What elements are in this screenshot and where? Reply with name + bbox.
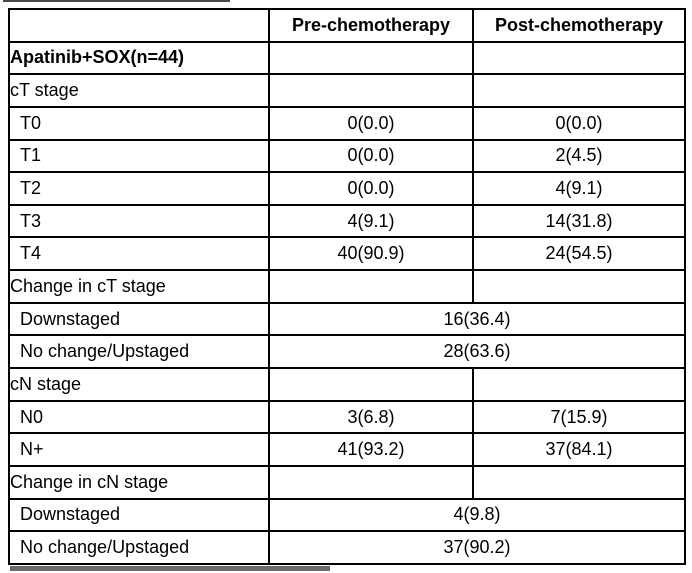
merged-value-cell: 4(9.8)	[268, 497, 686, 533]
table-row: N+ 41(93.2) 37(84.1)	[8, 432, 686, 467]
post-value-cell	[472, 40, 686, 76]
table-row: T3 4(9.1) 14(31.8)	[8, 203, 686, 239]
post-value-cell	[472, 367, 686, 402]
table-row: cN stage	[8, 367, 686, 402]
table-row: Downstaged 16(36.4)	[8, 301, 686, 337]
corner-cell	[8, 8, 270, 43]
row-label-cell: cN stage	[8, 367, 270, 402]
pre-value-cell	[268, 367, 474, 402]
pre-value-cell: 0(0.0)	[268, 138, 474, 174]
table-row: T2 0(0.0) 4(9.1)	[8, 171, 686, 206]
row-label-cell: cT stage	[8, 73, 270, 108]
table-row: Apatinib+SOX(n=44)	[8, 40, 686, 76]
pre-value-cell	[268, 73, 474, 108]
table-row: Downstaged 4(9.8)	[8, 497, 686, 533]
post-value-cell	[472, 73, 686, 108]
pre-value-cell: 41(93.2)	[268, 432, 474, 467]
row-label-cell: N0	[8, 399, 270, 435]
post-value-cell	[472, 464, 686, 500]
pre-value-cell: 40(90.9)	[268, 236, 474, 272]
row-label-cell: Change in cN stage	[8, 464, 270, 500]
pre-value-cell: 4(9.1)	[268, 203, 474, 239]
table-row: T4 40(90.9) 24(54.5)	[8, 236, 686, 272]
row-label-cell: T3	[8, 203, 270, 239]
post-value-cell: 0(0.0)	[472, 105, 686, 141]
post-value-cell: 2(4.5)	[472, 138, 686, 174]
merged-value-cell: 37(90.2)	[268, 530, 686, 565]
staging-results-table: Pre-chemotherapy Post-chemotherapy Apati…	[8, 8, 686, 565]
table-row: Change in cT stage	[8, 269, 686, 304]
row-label-cell: T1	[8, 138, 270, 174]
row-label-cell: T2	[8, 171, 270, 206]
table-row: cT stage	[8, 73, 686, 108]
pre-value-cell	[268, 40, 474, 76]
merged-value-cell: 28(63.6)	[268, 334, 686, 370]
table-row: No change/Upstaged 37(90.2)	[8, 530, 686, 565]
table-row: T1 0(0.0) 2(4.5)	[8, 138, 686, 174]
table-row: T0 0(0.0) 0(0.0)	[8, 105, 686, 141]
post-value-cell: 7(15.9)	[472, 399, 686, 435]
pre-value-cell	[268, 464, 474, 500]
row-label-cell: No change/Upstaged	[8, 334, 270, 370]
row-label-cell: No change/Upstaged	[8, 530, 270, 565]
table-row: Change in cN stage	[8, 464, 686, 500]
row-label-cell: T0	[8, 105, 270, 141]
row-label-cell: Downstaged	[8, 301, 270, 337]
pre-value-cell: 0(0.0)	[268, 105, 474, 141]
row-label-cell: Apatinib+SOX(n=44)	[8, 40, 270, 76]
row-label-cell: Change in cT stage	[8, 269, 270, 304]
column-header-pre: Pre-chemotherapy	[268, 8, 474, 43]
pre-value-cell: 3(6.8)	[268, 399, 474, 435]
row-label-cell: Downstaged	[8, 497, 270, 533]
post-value-cell	[472, 269, 686, 304]
row-label-cell: T4	[8, 236, 270, 272]
scan-artifact-bottom	[10, 566, 330, 571]
pre-value-cell: 0(0.0)	[268, 171, 474, 206]
table-row: No change/Upstaged 28(63.6)	[8, 334, 686, 370]
pre-value-cell	[268, 269, 474, 304]
column-header-post: Post-chemotherapy	[472, 8, 686, 43]
merged-value-cell: 16(36.4)	[268, 301, 686, 337]
table-row: N0 3(6.8) 7(15.9)	[8, 399, 686, 435]
scan-artifact-top	[3, 0, 230, 2]
post-value-cell: 4(9.1)	[472, 171, 686, 206]
post-value-cell: 24(54.5)	[472, 236, 686, 272]
post-value-cell: 14(31.8)	[472, 203, 686, 239]
table-header-row: Pre-chemotherapy Post-chemotherapy	[8, 8, 686, 43]
post-value-cell: 37(84.1)	[472, 432, 686, 467]
row-label-cell: N+	[8, 432, 270, 467]
